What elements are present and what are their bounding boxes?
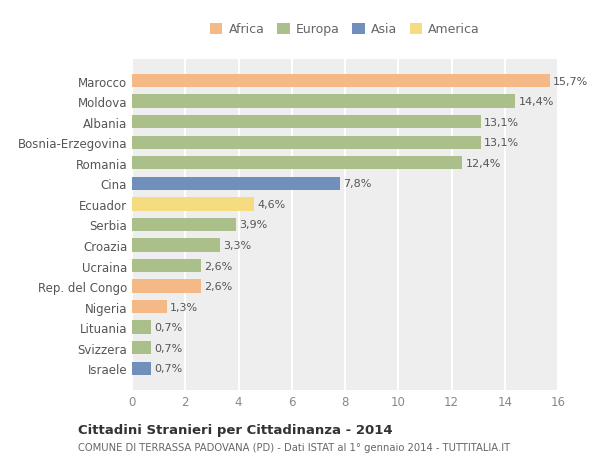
Bar xyxy=(132,177,340,190)
Text: Cittadini Stranieri per Cittadinanza - 2014: Cittadini Stranieri per Cittadinanza - 2… xyxy=(78,423,392,436)
Text: 13,1%: 13,1% xyxy=(484,138,519,148)
Bar xyxy=(132,136,481,150)
Bar xyxy=(132,116,481,129)
Bar xyxy=(132,95,515,108)
Bar xyxy=(132,239,220,252)
Text: 3,3%: 3,3% xyxy=(223,241,251,251)
Text: 2,6%: 2,6% xyxy=(205,261,233,271)
Text: 7,8%: 7,8% xyxy=(343,179,371,189)
Bar xyxy=(132,280,201,293)
Text: 4,6%: 4,6% xyxy=(257,199,286,209)
Bar xyxy=(132,362,151,375)
Text: 13,1%: 13,1% xyxy=(484,118,519,127)
Text: 0,7%: 0,7% xyxy=(154,364,182,374)
Text: 3,9%: 3,9% xyxy=(239,220,267,230)
Text: 12,4%: 12,4% xyxy=(466,158,501,168)
Bar xyxy=(132,259,201,273)
Bar xyxy=(132,75,550,88)
Bar xyxy=(132,198,254,211)
Bar xyxy=(132,341,151,355)
Text: 2,6%: 2,6% xyxy=(205,281,233,291)
Text: 14,4%: 14,4% xyxy=(518,97,554,107)
Text: 15,7%: 15,7% xyxy=(553,76,589,86)
Legend: Africa, Europa, Asia, America: Africa, Europa, Asia, America xyxy=(206,20,484,40)
Bar xyxy=(132,321,151,334)
Text: 1,3%: 1,3% xyxy=(170,302,198,312)
Text: 0,7%: 0,7% xyxy=(154,343,182,353)
Text: COMUNE DI TERRASSA PADOVANA (PD) - Dati ISTAT al 1° gennaio 2014 - TUTTITALIA.IT: COMUNE DI TERRASSA PADOVANA (PD) - Dati … xyxy=(78,442,510,452)
Text: 0,7%: 0,7% xyxy=(154,323,182,332)
Bar xyxy=(132,300,167,313)
Bar xyxy=(132,218,236,232)
Bar xyxy=(132,157,462,170)
